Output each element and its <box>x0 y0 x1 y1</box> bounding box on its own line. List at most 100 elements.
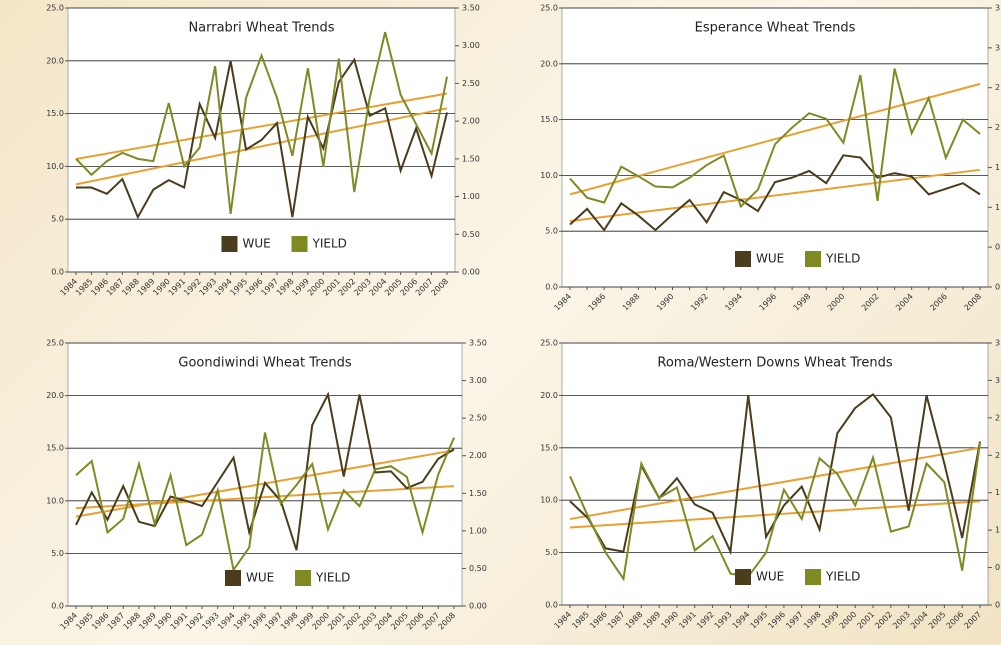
y2-tick-label: 3.50 <box>995 4 1001 13</box>
y-tick-label: 5.0 <box>51 215 64 224</box>
y2-tick-label: 1.50 <box>469 489 487 498</box>
x-tick-label: 2002 <box>860 292 881 313</box>
y2-tick-label: 0.50 <box>995 243 1001 252</box>
y2-tick-label: 1.00 <box>469 526 487 535</box>
x-tick-label: 1992 <box>689 292 710 313</box>
y-tick-label: 5.0 <box>51 549 64 558</box>
y2-tick-label: 0.00 <box>995 283 1001 292</box>
x-tick-label: 1991 <box>677 610 698 631</box>
y2-tick-label: 2.50 <box>462 79 480 88</box>
y-tick-label: 15.0 <box>540 443 558 452</box>
x-tick-label: 1985 <box>570 610 591 631</box>
legend-label: YIELD <box>825 570 860 584</box>
legend-label: WUE <box>756 570 784 584</box>
y2-tick-label: 0.00 <box>995 601 1001 610</box>
x-tick-label: 2003 <box>891 610 912 631</box>
y-tick-label: 20.0 <box>540 59 558 68</box>
trend-line <box>75 107 448 186</box>
y2-tick-label: 2.00 <box>995 451 1001 460</box>
series-line <box>75 432 455 573</box>
y2-tick-label: 3.50 <box>469 339 487 348</box>
y2-tick-label: 1.00 <box>462 192 480 201</box>
x-tick-label: 1995 <box>749 610 770 631</box>
y-tick-label: 20.0 <box>46 56 64 65</box>
x-tick-label: 1998 <box>792 292 813 313</box>
x-tick-label: 2008 <box>962 292 983 313</box>
x-tick-label: 2004 <box>894 292 915 313</box>
x-tick-label: 1984 <box>552 610 573 631</box>
x-tick-label: 1994 <box>723 292 744 313</box>
x-tick-label: 1996 <box>766 610 787 631</box>
y-tick-label: 5.0 <box>545 227 558 236</box>
x-tick-label: 2007 <box>962 610 983 631</box>
x-tick-label: 2000 <box>838 610 859 631</box>
y-tick-label: 10.0 <box>46 162 64 171</box>
x-tick-label: 1994 <box>731 610 752 631</box>
series-line <box>75 391 455 551</box>
y2-tick-label: 2.00 <box>995 123 1001 132</box>
y-tick-label: 20.0 <box>540 391 558 400</box>
y2-tick-label: 3.00 <box>469 376 487 385</box>
y-tick-label: 0.0 <box>545 601 558 610</box>
y-tick-label: 10.0 <box>540 496 558 505</box>
y2-tick-label: 0.00 <box>462 268 480 277</box>
y2-tick-label: 0.00 <box>469 602 487 611</box>
plot-area <box>561 7 989 288</box>
y2-tick-label: 1.50 <box>995 488 1001 497</box>
y2-tick-label: 2.50 <box>469 414 487 423</box>
y-tick-label: 0.0 <box>51 602 64 611</box>
trend-line <box>75 485 455 510</box>
y-tick-label: 15.0 <box>46 109 64 118</box>
y2-tick-label: 3.50 <box>995 339 1001 348</box>
legend-swatch <box>295 570 311 586</box>
trend-line <box>569 500 981 529</box>
y2-tick-label: 2.50 <box>995 83 1001 92</box>
x-tick-label: 2002 <box>873 610 894 631</box>
x-tick-label: 1988 <box>624 610 645 631</box>
y2-tick-label: 1.50 <box>995 163 1001 172</box>
plot-area <box>67 342 463 607</box>
x-tick-label: 1989 <box>642 610 663 631</box>
chart-title: Goondiwindi Wheat Trends <box>178 356 351 371</box>
legend-swatch <box>805 569 821 585</box>
legend-label: WUE <box>756 252 784 266</box>
legend-label: WUE <box>243 237 271 251</box>
y2-tick-label: 3.00 <box>995 376 1001 385</box>
x-tick-label: 1988 <box>621 292 642 313</box>
y-tick-label: 25.0 <box>540 4 558 13</box>
chart-panel: 0.0 5.0 10.0 15.0 20.0 25.0 0.00 0.50 1.00 1.50 2.… <box>540 339 1001 631</box>
y2-tick-label: 2.00 <box>469 451 487 460</box>
y-tick-label: 0.0 <box>51 268 64 277</box>
legend-label: YIELD <box>312 237 347 251</box>
chart-panel: 0.0 5.0 10.0 15.0 20.0 25.0 0.00 0.50 1.00 1.50 2.… <box>46 4 480 298</box>
legend-label: YIELD <box>315 571 350 585</box>
series-line <box>569 154 981 232</box>
x-tick-label: 2004 <box>909 610 930 631</box>
series-line <box>569 442 981 582</box>
plot-area <box>561 342 989 606</box>
chart-panel: 0.0 5.0 10.0 15.0 20.0 25.0 0.00 0.50 1.00 1.50 2.… <box>46 339 487 632</box>
x-tick-label: 2001 <box>855 610 876 631</box>
y2-tick-label: 3.00 <box>462 41 480 50</box>
chart-title: Esperance Wheat Trends <box>695 21 856 36</box>
chart-panel: 0.0 5.0 10.0 15.0 20.0 25.0 0.00 0.50 1.00 1.50 2.… <box>540 4 1001 313</box>
y-tick-label: 15.0 <box>46 444 64 453</box>
y-tick-label: 25.0 <box>46 4 64 13</box>
y2-tick-label: 1.50 <box>462 154 480 163</box>
y-tick-label: 0.0 <box>545 283 558 292</box>
legend-swatch <box>221 236 238 252</box>
x-tick-label: 2005 <box>927 610 948 631</box>
y2-tick-label: 3.00 <box>995 43 1001 52</box>
series-line <box>569 68 981 209</box>
y2-tick-label: 1.00 <box>995 203 1001 212</box>
y2-tick-label: 2.50 <box>995 413 1001 422</box>
series-line <box>76 57 448 220</box>
x-tick-label: 1996 <box>757 292 778 313</box>
trend-line <box>569 168 981 223</box>
series-line <box>75 31 448 215</box>
y-tick-label: 20.0 <box>46 391 64 400</box>
x-tick-label: 1990 <box>659 610 680 631</box>
chart-title: Roma/Western Downs Wheat Trends <box>657 356 892 371</box>
x-tick-label: 1986 <box>587 292 608 313</box>
